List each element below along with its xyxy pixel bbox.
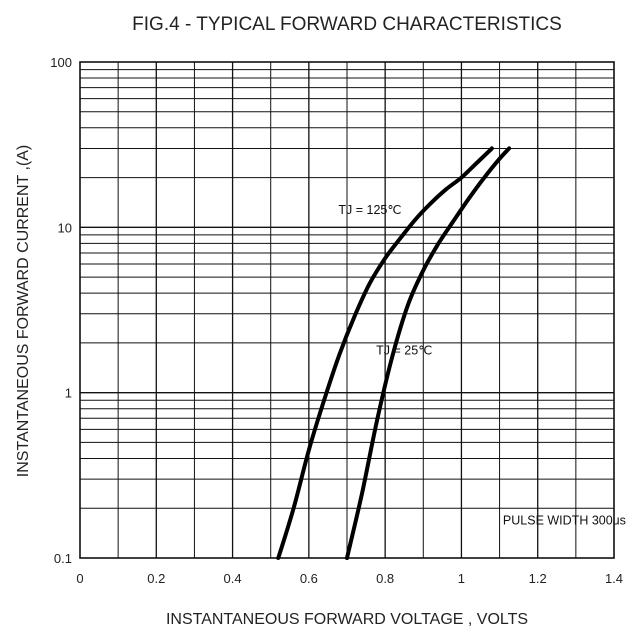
y-tick-label: 100 [50, 55, 72, 70]
series-line-tj-25 [345, 146, 512, 560]
x-axis-ticks: 0 0.2 0.4 0.6 0.8 1 1.2 1.4 [76, 571, 623, 586]
y-tick-label: 1 [65, 386, 72, 401]
y-axis-ticks: 0.1 1 10 100 [50, 55, 72, 566]
annotation-tj-125: TJ = 125℃ [338, 203, 401, 217]
annotations: TJ = 125℃ TJ = 25℃ PULSE WIDTH 300us [338, 203, 626, 527]
x-tick-label: 0 [76, 571, 83, 586]
x-axis-title: INSTANTANEOUS FORWARD VOLTAGE , VOLTS [166, 611, 528, 628]
chart-title: FIG.4 - TYPICAL FORWARD CHARACTERISTICS [132, 14, 562, 35]
y-tick-label: 0.1 [54, 551, 72, 566]
x-tick-label: 0.4 [224, 571, 242, 586]
annotation-tj-25: TJ = 25℃ [376, 344, 432, 358]
grid [80, 62, 614, 558]
y-tick-label: 10 [58, 220, 72, 235]
x-tick-label: 1.2 [529, 571, 547, 586]
annotation-pulse-width: PULSE WIDTH 300us [503, 513, 626, 527]
series-curves [276, 146, 512, 560]
x-tick-label: 1 [458, 571, 465, 586]
x-tick-label: 0.2 [147, 571, 165, 586]
y-axis-title: INSTANTANEOUS FORWARD CURRENT ,(A) [15, 145, 32, 477]
x-tick-label: 0.8 [376, 571, 394, 586]
x-tick-label: 0.6 [300, 571, 318, 586]
x-tick-label: 1.4 [605, 571, 623, 586]
series-line-tj-125 [276, 146, 494, 560]
